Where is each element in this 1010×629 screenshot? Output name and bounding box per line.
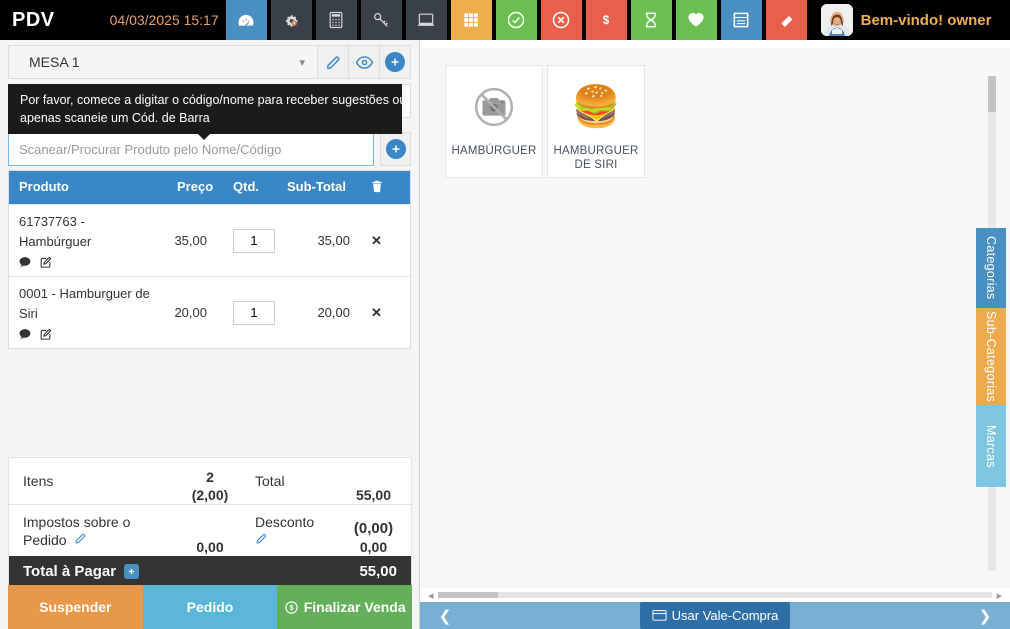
svg-text:$: $	[289, 605, 293, 612]
svg-text:$: $	[603, 14, 610, 27]
